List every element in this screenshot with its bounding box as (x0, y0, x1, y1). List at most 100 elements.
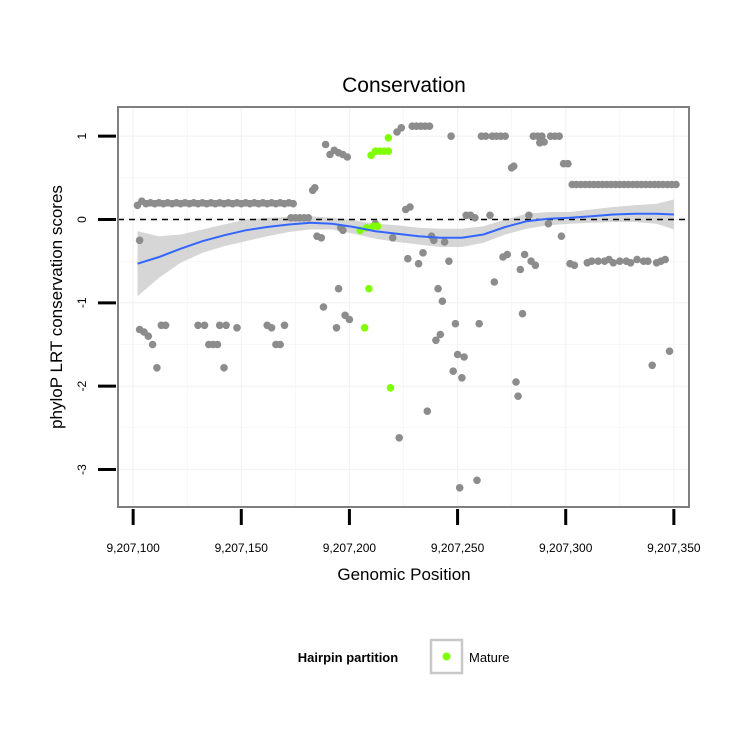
other-point (414, 259, 423, 268)
other-point (449, 367, 458, 376)
other-point (425, 122, 434, 130)
legend-label-mature: Mature (469, 650, 509, 665)
other-point (419, 249, 427, 257)
other-point (481, 132, 490, 140)
other-point (194, 321, 202, 330)
other-point (343, 153, 352, 161)
other-point (564, 159, 572, 168)
confidence-band (137, 199, 674, 297)
other-point (440, 238, 449, 246)
other-point (557, 232, 566, 240)
other-point (388, 234, 397, 242)
other-point (594, 257, 602, 266)
other-point (451, 319, 460, 328)
other-point (510, 162, 518, 170)
other-point (334, 284, 343, 293)
other-point (458, 374, 466, 382)
other-point (233, 324, 241, 332)
other-point (516, 265, 525, 274)
other-point (665, 347, 674, 356)
other-point (339, 226, 347, 235)
other-point (404, 254, 412, 263)
mature-point (360, 324, 369, 332)
other-point (406, 203, 414, 211)
y-axis-ticks: -3 -2 -1 0 1 (75, 133, 116, 475)
other-point (616, 257, 624, 266)
other-point (319, 303, 328, 311)
other-point (555, 132, 563, 140)
other-point (317, 234, 326, 242)
other-point (538, 132, 546, 140)
x-tick-label: 9,207,200 (323, 541, 377, 555)
chart-title: Conservation (342, 74, 466, 97)
other-point (512, 378, 520, 386)
other-point (514, 392, 522, 401)
other-point (445, 257, 453, 266)
mature-point (386, 384, 395, 392)
other-point (501, 132, 510, 140)
other-point (304, 214, 313, 222)
other-point (438, 297, 447, 306)
x-axis-label: Genomic Position (337, 565, 470, 584)
legend-key-mature-dot (442, 652, 451, 661)
mature-point (384, 134, 393, 142)
other-point (633, 255, 641, 264)
other-point (661, 255, 669, 264)
other-point (276, 340, 285, 349)
other-point (518, 309, 527, 318)
legend-title: Hairpin partition (298, 650, 398, 665)
other-point (213, 340, 222, 349)
other-point (490, 278, 499, 286)
other-point (503, 250, 512, 259)
other-point (531, 261, 540, 270)
other-point (544, 219, 553, 228)
other-point (644, 257, 652, 266)
y-tick-label: 1 (75, 133, 89, 140)
other-point (220, 364, 228, 372)
other-point (222, 321, 230, 330)
confidence-band-layer (137, 199, 674, 297)
other-point (587, 257, 596, 266)
y-tick-label: 0 (75, 216, 89, 223)
other-point (460, 353, 468, 361)
mature-point (373, 222, 382, 230)
x-axis-ticks: 9,207,100 9,207,150 9,207,200 9,207,250 9,20… (106, 509, 701, 555)
other-point (434, 284, 442, 293)
other-point (280, 321, 289, 330)
other-point (161, 321, 170, 330)
other-point (432, 336, 440, 345)
other-point (423, 407, 432, 416)
other-point (153, 364, 161, 372)
other-point (345, 315, 354, 324)
other-point (135, 236, 144, 245)
x-tick-label: 9,207,100 (106, 541, 160, 555)
other-point (200, 321, 209, 330)
y-axis-label: phyloP LRT conservation scores (47, 185, 66, 429)
other-point (540, 138, 548, 146)
mature-point (365, 284, 373, 293)
other-point (289, 199, 298, 208)
other-point (486, 211, 494, 220)
other-point (332, 324, 341, 332)
y-tick-label: -2 (75, 381, 89, 392)
mature-point (384, 147, 393, 155)
other-point (311, 184, 319, 192)
other-point (520, 250, 529, 259)
plot-border (117, 106, 690, 508)
other-point (453, 350, 462, 359)
other-point (672, 180, 680, 189)
x-tick-label: 9,207,300 (539, 541, 593, 555)
other-point (648, 361, 656, 370)
other-point (395, 434, 404, 442)
other-point (626, 259, 635, 267)
other-point (144, 332, 153, 341)
other-point (471, 214, 479, 222)
other-point (321, 140, 330, 149)
other-point (267, 324, 276, 332)
other-point (475, 319, 484, 328)
other-point (447, 132, 455, 140)
other-point (397, 124, 406, 132)
other-point (609, 259, 618, 267)
other-point (436, 330, 445, 339)
